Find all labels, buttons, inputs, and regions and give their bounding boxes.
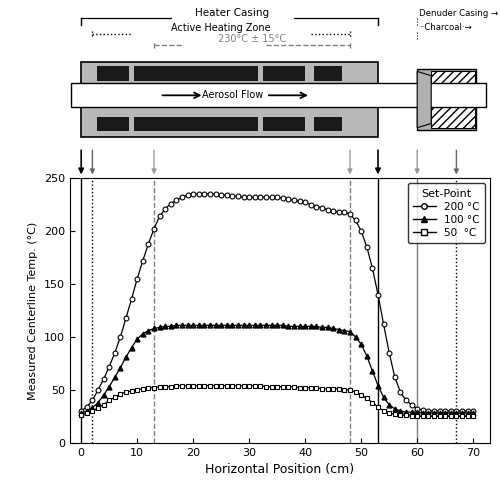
Bar xyxy=(134,117,193,131)
Bar xyxy=(431,71,476,128)
Bar xyxy=(314,117,342,131)
Bar xyxy=(190,117,258,131)
Legend: 200 °C, 100 °C, 50  °C: 200 °C, 100 °C, 50 °C xyxy=(408,184,485,243)
X-axis label: Horizontal Position (cm): Horizontal Position (cm) xyxy=(206,463,354,476)
Bar xyxy=(97,117,130,131)
Bar xyxy=(314,66,342,81)
Bar xyxy=(263,66,305,81)
Text: Heater Casing: Heater Casing xyxy=(196,7,270,18)
Polygon shape xyxy=(417,71,431,128)
Text: Aerosol Flow: Aerosol Flow xyxy=(202,91,263,100)
Bar xyxy=(417,69,476,130)
Bar xyxy=(71,83,486,107)
Bar xyxy=(190,66,258,81)
Text: 230°C ± 15°C: 230°C ± 15°C xyxy=(218,34,286,44)
Text: Active Heating Zone: Active Heating Zone xyxy=(172,23,271,33)
Bar xyxy=(81,62,378,137)
Bar xyxy=(263,117,305,131)
Bar xyxy=(134,66,193,81)
Bar xyxy=(97,66,130,81)
Y-axis label: Measured Centerline Temp. (°C): Measured Centerline Temp. (°C) xyxy=(28,221,38,400)
Text: Denuder Casing →: Denuder Casing → xyxy=(419,9,498,19)
Text: ··Charcoal·→: ··Charcoal·→ xyxy=(419,23,472,32)
